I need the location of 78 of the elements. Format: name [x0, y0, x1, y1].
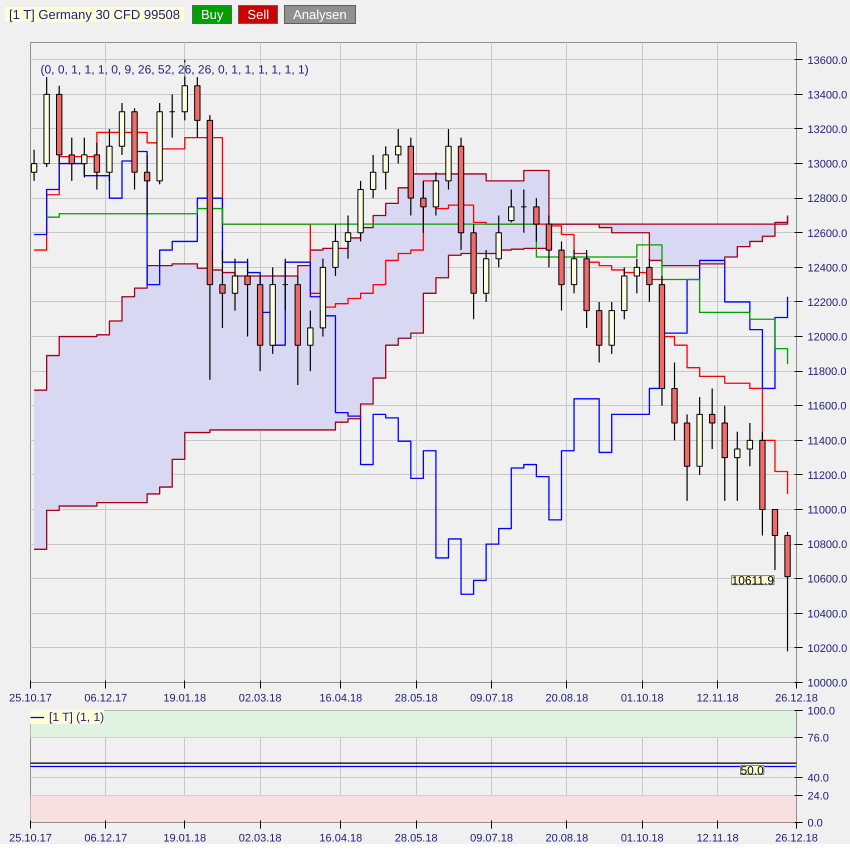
- y-tick-label: 11000.0: [808, 504, 846, 517]
- candlestick: [634, 258, 640, 294]
- y-tick-label: 12600.0: [808, 228, 848, 240]
- candlestick: [370, 154, 376, 199]
- x-tick-label: 06.12.17: [84, 832, 128, 844]
- annotation: 10611.9: [732, 574, 774, 588]
- candlestick: [169, 94, 176, 138]
- y-tick-label: 12400.0: [808, 262, 848, 274]
- y-tick-label: 76.0: [808, 732, 829, 744]
- y-tick-label: 24.0: [808, 790, 829, 803]
- y-tick-label: 10000.0: [808, 678, 848, 690]
- y-tick-label: 13000.0: [808, 158, 848, 171]
- x-tick-label: 02.03.18: [238, 832, 282, 844]
- candlestick: [382, 146, 389, 190]
- x-tick-label: 06.12.17: [84, 692, 128, 704]
- x-tick-label: 20.08.18: [545, 692, 588, 704]
- x-tick-label: 19.01.18: [163, 832, 206, 844]
- annotation: 50.0: [740, 764, 764, 778]
- y-tick-label: 0.0: [808, 818, 823, 830]
- x-tick-label: 25.10.17: [9, 832, 52, 844]
- candlestick: [232, 258, 238, 312]
- text: Analysen: [284, 5, 356, 24]
- candlestick: [282, 258, 288, 312]
- candlestick: [520, 188, 528, 234]
- x-tick-label: 26.12.18: [775, 692, 818, 704]
- x-tick-label: 02.03.18: [238, 692, 282, 704]
- y-tick-label: 10200.0: [808, 642, 848, 655]
- x-tick-label: 01.10.18: [620, 692, 664, 704]
- candlestick: [746, 422, 754, 467]
- text: Buy: [192, 5, 232, 24]
- y-tick-label: 12000.0: [808, 332, 848, 344]
- candlestick: [219, 249, 226, 329]
- candlestick: [646, 258, 653, 303]
- candlestick: [144, 154, 150, 216]
- y-tick-label: 10400.0: [808, 608, 848, 620]
- y-tick-label: 11200.0: [808, 470, 846, 482]
- candlestick: [307, 310, 314, 372]
- y-tick-label: 100.0: [808, 706, 836, 718]
- y-tick-label: 11600.0: [808, 400, 846, 413]
- candlestick: [68, 137, 75, 182]
- candlestick: [508, 188, 514, 223]
- x-tick-label: 12.11.18: [696, 692, 739, 704]
- candlestick: [30, 149, 38, 182]
- candlestick: [94, 142, 100, 190]
- candlestick: [708, 388, 716, 450]
- y-tick-label: 12200.0: [808, 296, 848, 309]
- y-tick-label: 40.0: [808, 772, 829, 785]
- x-tick-label: 26.12.18: [775, 832, 818, 844]
- candlestick: [734, 431, 740, 502]
- chart-title: [1 T] Germany 30 CFD 99508: [5, 7, 184, 22]
- x-tick-label: 12.11.18: [696, 832, 739, 844]
- y-tick-label: 11800.0: [808, 366, 846, 378]
- candlestick: [395, 128, 402, 164]
- candlestick: [344, 214, 352, 260]
- text: (0, 0, 1, 1, 1, 0, 9, 26, 52, 26, 26, 0, 1, 1, 1, 1, 1, 1): [40, 62, 309, 76]
- x-tick-label: 25.10.17: [9, 692, 52, 704]
- y-tick-label: 12800.0: [808, 193, 848, 206]
- y-tick-label: 11400.0: [808, 435, 846, 448]
- x-tick-label: 19.01.18: [163, 692, 206, 704]
- x-tick-label: 01.10.18: [620, 832, 664, 844]
- x-tick-label: 20.08.18: [545, 832, 588, 844]
- x-tick-label: 16.04.18: [319, 832, 362, 844]
- y-tick-label: 13400.0: [808, 89, 848, 102]
- y-tick-label: 10800.0: [808, 539, 848, 552]
- x-tick-label: 16.04.18: [319, 692, 362, 704]
- y-tick-label: 13600.0: [808, 54, 848, 67]
- y-tick-label: 10600.0: [808, 574, 848, 586]
- candlestick: [244, 258, 251, 338]
- candlestick: [533, 198, 540, 242]
- x-tick-label: 09.07.18: [470, 692, 513, 704]
- text: Sell: [238, 5, 278, 24]
- x-tick-label: 28.05.18: [394, 692, 438, 704]
- legend-label: [1 T] (1, 1): [49, 710, 104, 724]
- x-tick-label: 28.05.18: [394, 832, 438, 844]
- candlestick: [420, 180, 427, 234]
- candlestick: [81, 137, 88, 178]
- y-tick-label: 13200.0: [808, 124, 848, 136]
- x-tick-label: 09.07.18: [470, 832, 513, 844]
